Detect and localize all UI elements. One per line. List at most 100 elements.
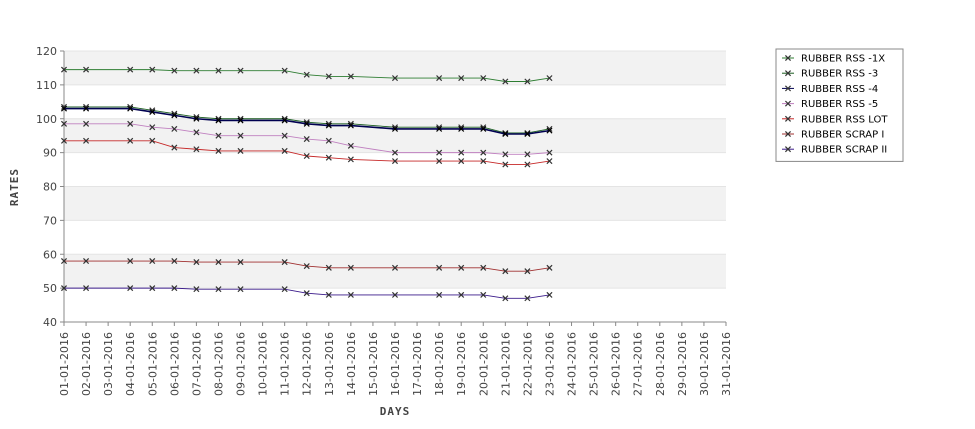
- data-point-0-5: [171, 67, 178, 74]
- data-point-2-15: [391, 125, 399, 132]
- legend-label-4: RUBBER RSS LOT: [801, 114, 888, 125]
- x-tick-label-21-01-2016: 21-01-2016: [499, 332, 512, 396]
- data-point-2-3: [127, 105, 134, 112]
- data-point-3-21: [524, 151, 531, 158]
- legend-item-4: RUBBER RSS LOT: [782, 114, 888, 125]
- x-tick-label-06-01-2016: 06-01-2016: [168, 332, 181, 396]
- x-tick-label-22-01-2016: 22-01-2016: [521, 332, 534, 396]
- x-tick-label-16-01-2016: 16-01-2016: [389, 332, 402, 396]
- data-point-3-20: [502, 151, 509, 158]
- data-point-4-17: [436, 158, 443, 165]
- data-point-2-18: [458, 125, 465, 132]
- plot-background-bands: [64, 51, 726, 322]
- legend-marker-2: [784, 85, 792, 92]
- data-point-5-7: [215, 259, 222, 266]
- data-point-4-18: [458, 158, 465, 165]
- data-point-3-6: [193, 129, 200, 136]
- data-point-4-15: [391, 158, 399, 165]
- x-tick-label-23-01-2016: 23-01-2016: [543, 332, 556, 396]
- data-point-2-21: [524, 130, 531, 138]
- x-axis-title: DAYS: [380, 405, 411, 418]
- data-point-0-19: [480, 75, 487, 82]
- data-point-6-0: [60, 285, 68, 292]
- data-point-2-11: [303, 120, 310, 127]
- data-point-0-8: [237, 67, 244, 74]
- data-point-5-4: [149, 258, 156, 265]
- legend-label-6: RUBBER SCRAP II: [801, 145, 887, 156]
- legend-item-6: RUBBER SCRAP II: [782, 145, 887, 156]
- data-point-4-20: [502, 161, 509, 168]
- x-tick-label-10-01-2016: 10-01-2016: [257, 332, 270, 396]
- data-point-3-10: [281, 132, 288, 139]
- data-point-3-12: [325, 137, 332, 144]
- data-point-2-5: [171, 112, 178, 119]
- data-point-3-19: [480, 149, 487, 156]
- data-point-0-10: [281, 67, 288, 74]
- x-tick-label-01-01-2016: 01-01-2016: [58, 332, 71, 396]
- data-point-5-3: [127, 258, 134, 265]
- legend-item-1: RUBBER RSS -3: [782, 69, 878, 80]
- band-70-80: [64, 186, 726, 221]
- series-6: [60, 285, 553, 302]
- y-tick-label-120: 120: [36, 45, 57, 58]
- data-point-6-3: [127, 285, 134, 292]
- x-tick-label-26-01-2016: 26-01-2016: [610, 332, 623, 396]
- data-point-5-15: [391, 264, 399, 271]
- data-point-2-20: [502, 130, 509, 138]
- data-point-2-1: [83, 105, 90, 112]
- data-point-2-22: [546, 127, 553, 134]
- data-point-6-6: [193, 286, 200, 293]
- data-point-0-7: [215, 67, 222, 74]
- x-tick-label-05-01-2016: 05-01-2016: [146, 332, 159, 396]
- data-point-4-19: [480, 158, 487, 165]
- x-tick-label-20-01-2016: 20-01-2016: [477, 332, 490, 396]
- data-point-5-13: [347, 264, 354, 271]
- y-tick-label-80: 80: [43, 181, 57, 194]
- y-tick-label-100: 100: [36, 113, 57, 126]
- data-point-3-5: [171, 125, 178, 132]
- band-110-120: [64, 51, 726, 85]
- y-tick-label-50: 50: [43, 282, 57, 295]
- data-point-6-13: [347, 291, 354, 298]
- data-point-6-7: [215, 286, 222, 293]
- y-tick-label-70: 70: [43, 214, 57, 227]
- x-tick-label-12-01-2016: 12-01-2016: [301, 332, 314, 396]
- data-point-4-1: [83, 137, 90, 144]
- y-tick-label-90: 90: [43, 147, 57, 160]
- data-point-6-10: [281, 286, 288, 293]
- legend-label-0: RUBBER RSS -1X: [801, 54, 885, 65]
- data-point-4-8: [237, 147, 244, 154]
- data-point-0-6: [193, 67, 200, 74]
- data-point-0-13: [347, 73, 354, 80]
- series-4: [60, 137, 553, 168]
- x-tick-label-28-01-2016: 28-01-2016: [654, 332, 667, 396]
- x-tick-label-03-01-2016: 03-01-2016: [102, 332, 115, 396]
- data-point-5-1: [83, 258, 90, 265]
- data-point-6-8: [237, 286, 244, 293]
- data-point-6-19: [480, 291, 487, 298]
- data-point-5-20: [502, 268, 509, 275]
- x-axis-ticks: 01-01-2016 02-01-2016 03-01-2016 04-01-2016…: [58, 322, 733, 396]
- data-point-6-18: [458, 291, 465, 298]
- x-tick-label-17-01-2016: 17-01-2016: [411, 332, 424, 396]
- data-point-3-3: [127, 120, 134, 127]
- data-point-4-5: [171, 144, 178, 151]
- data-point-4-21: [524, 161, 531, 168]
- data-point-3-11: [303, 136, 310, 143]
- x-tick-label-29-01-2016: 29-01-2016: [676, 332, 689, 396]
- data-point-0-1: [83, 66, 90, 73]
- data-point-0-22: [546, 75, 553, 82]
- legend-marker-0: [784, 54, 792, 62]
- data-point-0-4: [149, 66, 156, 73]
- data-point-4-11: [303, 152, 310, 160]
- legend-item-3: RUBBER RSS -5: [782, 99, 878, 110]
- data-point-6-11: [303, 290, 310, 297]
- data-point-3-17: [436, 149, 443, 156]
- data-point-4-7: [215, 147, 222, 154]
- data-point-0-21: [524, 78, 531, 85]
- series-5: [60, 258, 553, 275]
- y-tick-label-60: 60: [43, 248, 57, 261]
- data-point-6-1: [83, 285, 90, 292]
- data-point-0-0: [60, 66, 68, 73]
